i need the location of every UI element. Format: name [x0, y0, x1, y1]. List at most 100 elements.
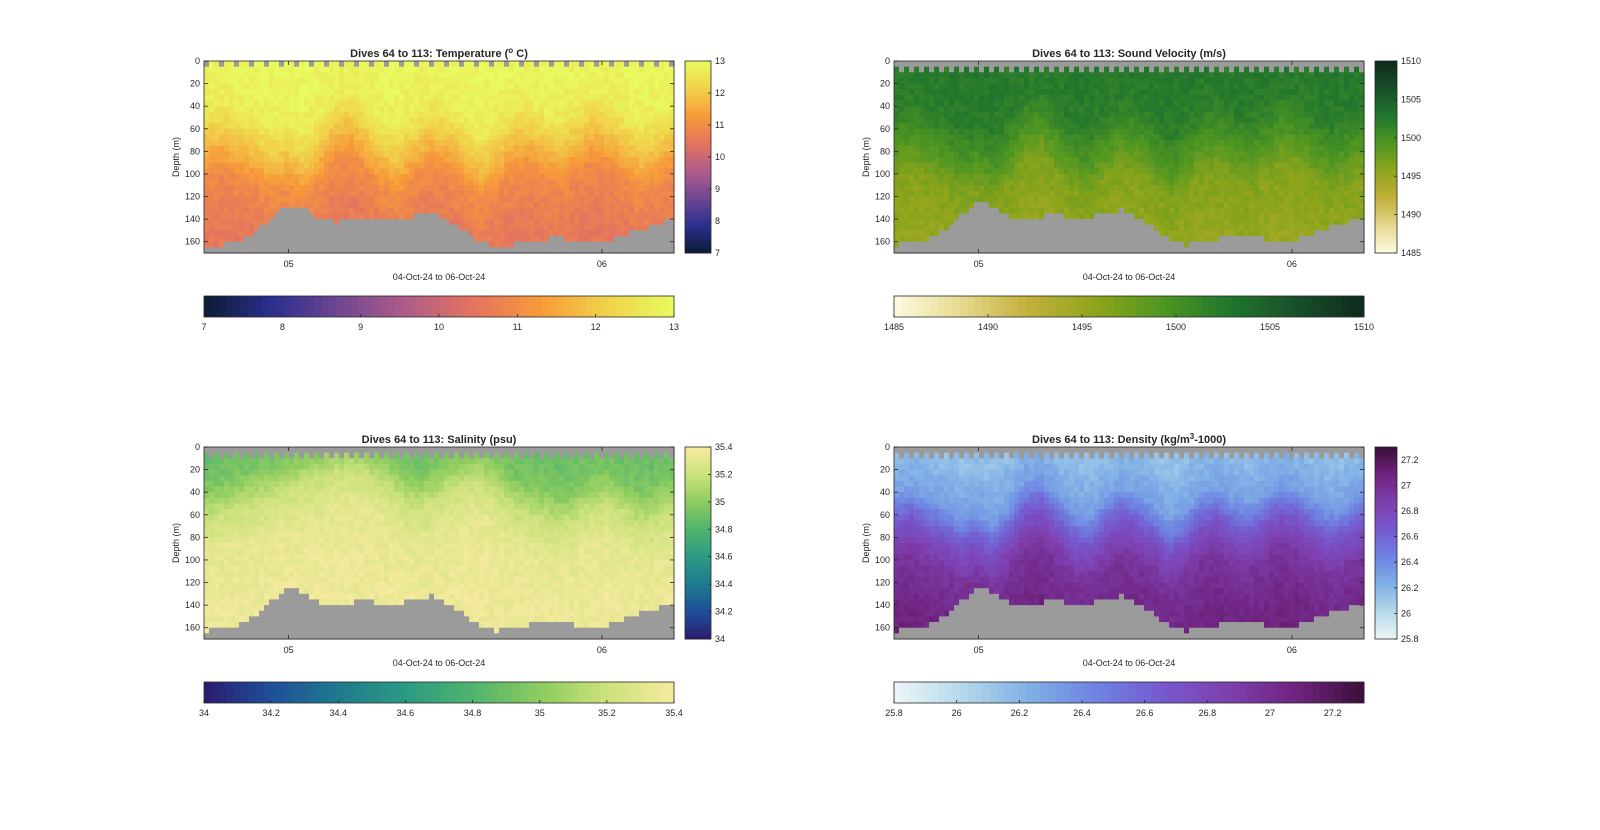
- colorbar-segment: [416, 296, 425, 317]
- heatmap-cell: [414, 241, 420, 248]
- heatmap-cell: [214, 173, 220, 181]
- heatmap-cell: [444, 128, 450, 136]
- heatmap-cell: [994, 190, 1000, 198]
- heatmap-cell: [564, 66, 570, 73]
- heatmap-cell: [514, 207, 520, 215]
- heatmap-cell: [629, 117, 635, 124]
- heatmap-cell: [494, 213, 500, 220]
- heatmap-cell: [524, 162, 530, 169]
- heatmap-cell: [309, 179, 315, 186]
- heatmap-cell: [1059, 185, 1065, 192]
- heatmap-cell: [1019, 100, 1025, 107]
- heatmap-cell: [299, 185, 305, 192]
- heatmap-cell: [1104, 100, 1110, 107]
- heatmap-cell: [1034, 185, 1040, 192]
- heatmap-cell: [539, 236, 545, 243]
- heatmap-cell: [1039, 145, 1045, 152]
- heatmap-cell: [469, 230, 475, 237]
- heatmap-cell: [279, 61, 285, 68]
- heatmap-cell: [964, 61, 970, 68]
- heatmap-cell: [949, 173, 955, 181]
- heatmap-cell: [444, 123, 450, 130]
- heatmap-cell: [444, 106, 450, 113]
- heatmap-cell: [269, 61, 275, 68]
- heatmap-cell: [959, 134, 965, 141]
- heatmap-cell: [349, 157, 355, 164]
- heatmap-cell: [1064, 89, 1070, 96]
- heatmap-cell: [329, 100, 335, 107]
- heatmap-cell: [904, 179, 910, 186]
- heatmap-cell: [899, 151, 905, 158]
- heatmap-cell: [479, 196, 485, 203]
- heatmap-cell: [989, 185, 995, 192]
- heatmap-cell: [424, 77, 430, 85]
- heatmap-cell: [494, 173, 500, 181]
- heatmap-cell: [1054, 106, 1060, 113]
- heatmap-cell: [1034, 123, 1040, 130]
- heatmap-cell: [1074, 190, 1080, 198]
- heatmap-cell: [959, 207, 965, 215]
- heatmap-cell: [214, 219, 220, 226]
- heatmap-cell: [1109, 72, 1115, 79]
- heatmap-cell: [354, 196, 360, 203]
- heatmap-cell: [549, 173, 555, 181]
- heatmap-cell: [429, 173, 435, 181]
- heatmap-cell: [929, 219, 935, 226]
- heatmap-cell: [229, 111, 235, 119]
- heatmap-cell: [639, 100, 645, 107]
- heatmap-cell: [329, 196, 335, 203]
- heatmap-cell: [579, 111, 585, 119]
- heatmap-cell: [259, 123, 265, 130]
- heatmap-cell: [249, 106, 255, 113]
- heatmap-cell: [1029, 77, 1035, 85]
- heatmap-cell: [404, 185, 410, 192]
- heatmap-cell: [1039, 83, 1045, 90]
- heatmap-cell: [559, 134, 565, 141]
- colorbar-segment: [284, 296, 293, 317]
- heatmap-cell: [264, 128, 270, 136]
- colorbar-segment: [255, 296, 264, 317]
- heatmap-cell: [469, 196, 475, 203]
- heatmap-cell: [634, 111, 640, 119]
- heatmap-cell: [274, 123, 280, 130]
- heatmap-cell: [494, 241, 500, 248]
- heatmap-cell: [294, 190, 300, 198]
- heatmap-cell: [894, 202, 900, 209]
- heatmap-cell: [994, 213, 1000, 220]
- heatmap-cell: [234, 241, 240, 248]
- heatmap-cell: [929, 100, 935, 107]
- heatmap-cell: [359, 190, 365, 198]
- heatmap-cell: [894, 162, 900, 169]
- heatmap-cell: [484, 185, 490, 192]
- heatmap-cell: [1084, 151, 1090, 158]
- heatmap-cell: [644, 213, 650, 220]
- heatmap-cell: [609, 162, 615, 169]
- heatmap-cell: [959, 173, 965, 181]
- heatmap-cell: [394, 247, 400, 254]
- heatmap-cell: [1069, 117, 1075, 124]
- heatmap-cell: [1014, 77, 1020, 85]
- heatmap-cell: [649, 83, 655, 90]
- heatmap-cell: [394, 140, 400, 147]
- heatmap-cell: [244, 128, 250, 136]
- heatmap-cell: [1019, 157, 1025, 164]
- heatmap-cell: [924, 219, 930, 226]
- heatmap-cell: [214, 247, 220, 254]
- heatmap-cell: [1124, 241, 1130, 248]
- heatmap-cell: [929, 117, 935, 124]
- heatmap-cell: [949, 168, 955, 175]
- heatmap-cell: [614, 61, 620, 68]
- heatmap-cell: [1044, 128, 1050, 136]
- heatmap-cell: [974, 134, 980, 141]
- heatmap-cell: [654, 111, 660, 119]
- heatmap-cell: [934, 151, 940, 158]
- heatmap-cell: [954, 241, 960, 248]
- heatmap-cell: [964, 72, 970, 79]
- colorbar-segment: [685, 148, 711, 152]
- heatmap-cell: [949, 100, 955, 107]
- heatmap-cell: [1089, 111, 1095, 119]
- heatmap-cell: [904, 157, 910, 164]
- heatmap-cell: [484, 140, 490, 147]
- heatmap-cell: [644, 190, 650, 198]
- heatmap-cell: [369, 111, 375, 119]
